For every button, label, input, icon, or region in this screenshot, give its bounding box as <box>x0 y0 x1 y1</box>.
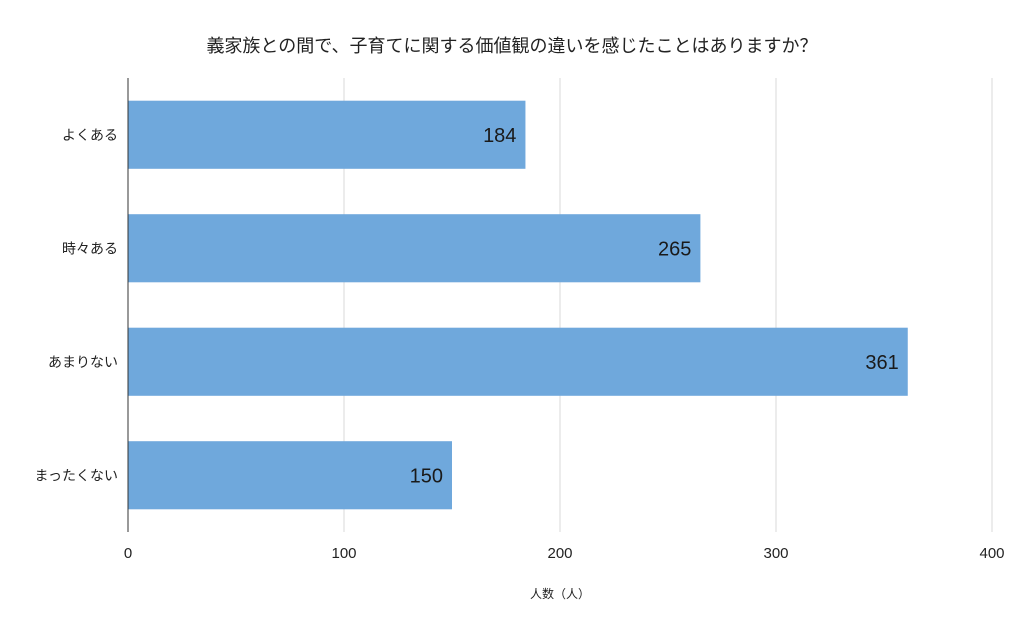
bar <box>128 327 908 396</box>
x-tick-label: 200 <box>547 545 572 562</box>
bar <box>128 100 526 169</box>
bar <box>128 441 452 510</box>
labels: 0 100 200 300 400 よくある 184 時々ある 265 あまりない 361 まったくな… <box>35 78 1005 562</box>
bar <box>128 214 701 283</box>
data-label: 361 <box>865 352 898 374</box>
category-label: よくある <box>62 128 118 144</box>
data-label: 265 <box>658 238 691 260</box>
chart-title: 義家族との間で、子育てに関する価値観の違いを感じたことはありますか？ <box>206 36 817 57</box>
x-tick-label: 0 <box>124 545 132 562</box>
x-tick-label: 400 <box>979 545 1004 562</box>
data-label: 184 <box>483 125 516 147</box>
x-tick-label: 300 <box>763 545 788 562</box>
category-label: あまりない <box>48 355 118 371</box>
bars <box>128 100 908 510</box>
category-label: 時々ある <box>62 241 118 257</box>
category-label: まったくない <box>35 468 118 484</box>
data-label: 150 <box>410 465 443 487</box>
x-tick-label: 100 <box>331 545 356 562</box>
x-axis-title: 人数（人） <box>530 586 590 601</box>
